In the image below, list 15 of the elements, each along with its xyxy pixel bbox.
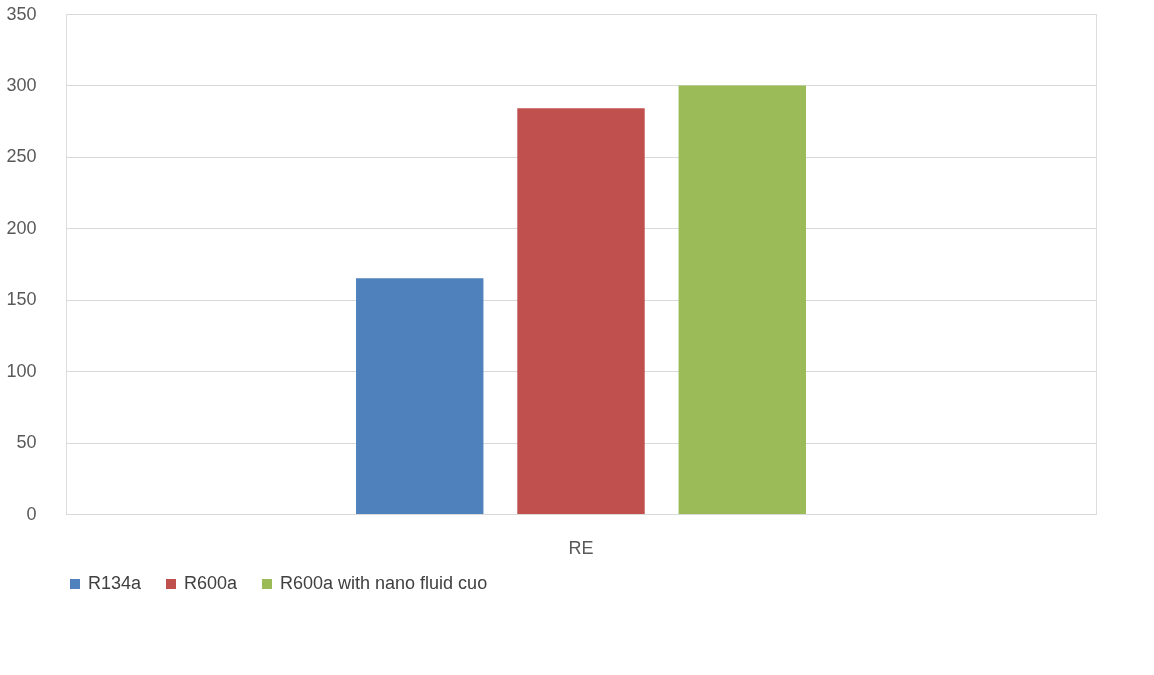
bar [517, 108, 645, 514]
bar [356, 278, 484, 514]
y-tick-label: 300 [6, 74, 37, 95]
x-tick-label: RE [568, 537, 594, 558]
y-tick-label: 100 [6, 360, 37, 381]
legend-label: R600a [184, 573, 239, 593]
y-tick-label: 150 [6, 289, 37, 310]
y-tick-label: 250 [6, 146, 37, 167]
y-tick-label: 0 [26, 503, 37, 524]
bar [678, 85, 806, 514]
legend-label: R134a [88, 573, 143, 593]
legend-label: R600a with nano fluid cuo [280, 573, 488, 593]
y-tick-label: 350 [6, 3, 37, 24]
y-tick-label: 50 [16, 432, 37, 453]
y-tick-label: 200 [6, 217, 37, 238]
